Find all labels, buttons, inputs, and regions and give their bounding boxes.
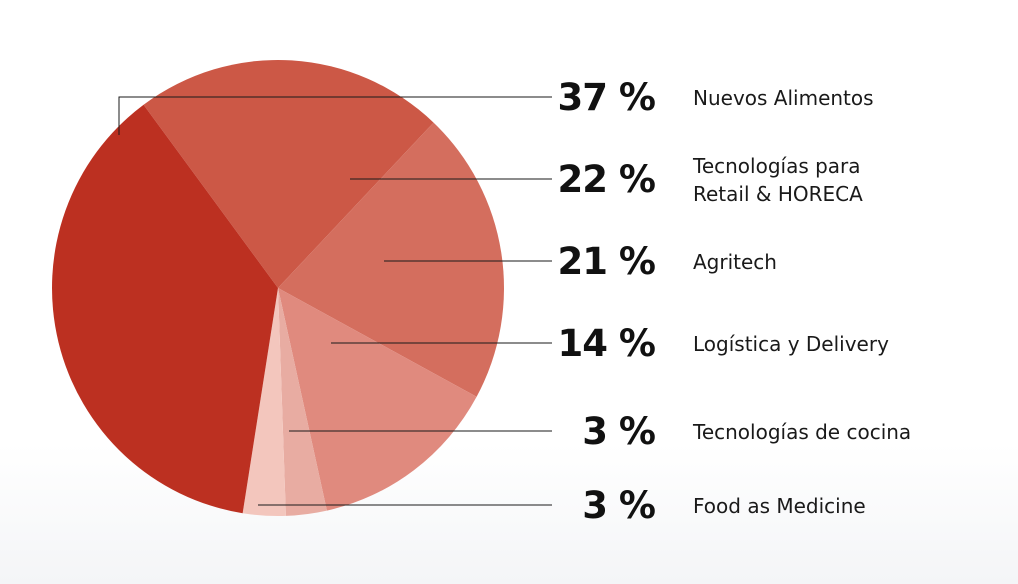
category-label-2: Tecnologías para Retail & HORECA: [692, 154, 863, 206]
pie-slice-5: [278, 288, 327, 516]
pie-slice-4: [278, 288, 477, 511]
value-label-4: 14 %: [558, 322, 655, 365]
value-label-5: 3 %: [582, 410, 655, 453]
pie-slice-1: [52, 104, 278, 514]
category-label-line: Agritech: [693, 250, 777, 274]
pie-slice-6: [242, 288, 286, 516]
leader-line-1: [118, 96, 552, 135]
value-label-1: 37 %: [558, 76, 655, 119]
leader-lines: [118, 96, 552, 506]
category-label-6: Food as Medicine: [693, 494, 866, 518]
value-label-2: 22 %: [558, 158, 655, 201]
category-label-1: Nuevos Alimentos: [693, 86, 874, 110]
category-label-line: Nuevos Alimentos: [693, 86, 874, 110]
category-label-3: Agritech: [693, 250, 777, 274]
value-label-3: 21 %: [558, 240, 655, 283]
category-label-line: Logística y Delivery: [693, 332, 889, 356]
pie-slices: [52, 59, 504, 516]
category-label-line: Tecnologías para: [692, 154, 861, 178]
category-label-line: Retail & HORECA: [693, 182, 863, 206]
chart-labels: 37 % Nuevos Alimentos 22 % Tecnologías para…: [558, 76, 912, 527]
pie-slice-2: [143, 59, 434, 288]
pie-slice-3: [278, 122, 504, 397]
category-label-line: Tecnologías de cocina: [692, 420, 911, 444]
value-label-6: 3 %: [582, 484, 655, 527]
category-label-5: Tecnologías de cocina: [692, 420, 911, 444]
category-label-4: Logística y Delivery: [693, 332, 889, 356]
category-label-line: Food as Medicine: [693, 494, 866, 518]
